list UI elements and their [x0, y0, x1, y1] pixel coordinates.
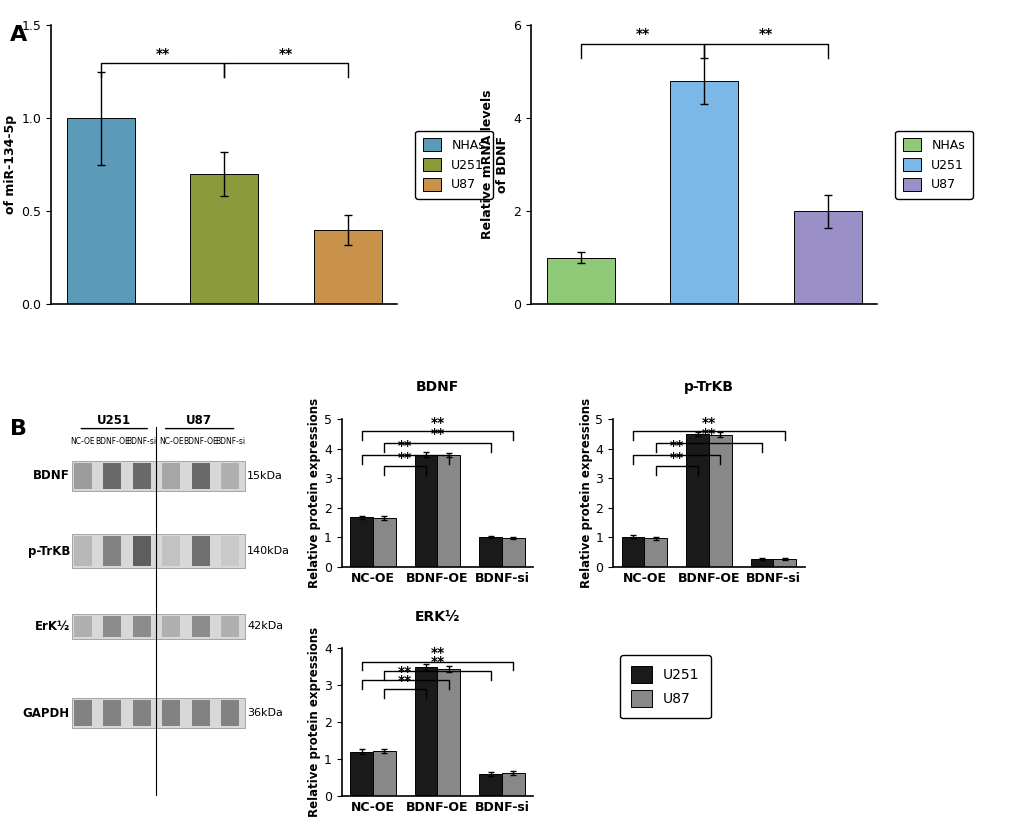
- Legend: NHAs, U251, U87: NHAs, U251, U87: [894, 131, 971, 199]
- Text: **: **: [668, 439, 683, 453]
- Bar: [73, 536, 92, 566]
- Bar: [73, 700, 92, 727]
- Bar: [221, 616, 238, 637]
- Bar: [192, 700, 210, 727]
- Text: **: **: [430, 655, 444, 670]
- Bar: [501, 538, 524, 567]
- Y-axis label: Relative protein expressions: Relative protein expressions: [308, 398, 321, 588]
- Text: GAPDH: GAPDH: [22, 706, 70, 720]
- Bar: [546, 258, 614, 304]
- Bar: [162, 616, 180, 637]
- Bar: [132, 536, 151, 566]
- Bar: [644, 538, 666, 567]
- Text: 36kDa: 36kDa: [247, 708, 282, 718]
- Text: **: **: [430, 416, 444, 430]
- Bar: [192, 616, 210, 637]
- Bar: [686, 434, 708, 567]
- Bar: [350, 752, 373, 796]
- Text: **: **: [701, 416, 715, 430]
- Bar: [72, 698, 245, 728]
- Bar: [162, 700, 180, 727]
- Bar: [221, 463, 238, 489]
- Text: B: B: [10, 419, 28, 439]
- Text: **: **: [397, 665, 412, 679]
- Bar: [190, 174, 258, 304]
- Bar: [314, 230, 381, 304]
- Bar: [479, 537, 501, 567]
- Text: U251: U251: [97, 414, 131, 427]
- Bar: [501, 773, 524, 796]
- Bar: [415, 667, 437, 796]
- Y-axis label: Relative protein expressions: Relative protein expressions: [579, 398, 592, 588]
- Bar: [373, 518, 395, 567]
- Bar: [73, 616, 92, 637]
- Bar: [622, 537, 644, 567]
- Bar: [72, 534, 245, 568]
- Text: **: **: [278, 46, 292, 60]
- Bar: [350, 517, 373, 567]
- Text: BDNF-si: BDNF-si: [126, 437, 157, 446]
- Text: **: **: [397, 439, 412, 453]
- Text: **: **: [701, 427, 715, 442]
- Bar: [192, 463, 210, 489]
- Text: NC-OE: NC-OE: [70, 437, 95, 446]
- Bar: [415, 455, 437, 567]
- Bar: [221, 536, 238, 566]
- Bar: [437, 455, 460, 567]
- Text: ErK½: ErK½: [35, 620, 70, 633]
- Bar: [103, 463, 121, 489]
- Bar: [772, 559, 795, 567]
- Bar: [72, 461, 245, 491]
- Text: **: **: [397, 451, 412, 465]
- Text: BDNF-OE: BDNF-OE: [183, 437, 218, 446]
- Bar: [669, 81, 738, 304]
- Bar: [793, 211, 861, 304]
- Bar: [750, 559, 772, 567]
- Title: p-TrKB: p-TrKB: [684, 380, 734, 395]
- Y-axis label: Relative mRNA levels
of miR-134-5p: Relative mRNA levels of miR-134-5p: [0, 90, 17, 240]
- Text: **: **: [430, 646, 444, 660]
- Bar: [162, 536, 180, 566]
- Bar: [73, 463, 92, 489]
- Text: 42kDa: 42kDa: [247, 622, 283, 632]
- Bar: [373, 751, 395, 796]
- Bar: [132, 616, 151, 637]
- Text: BDNF-si: BDNF-si: [215, 437, 245, 446]
- Text: **: **: [155, 46, 169, 60]
- Bar: [103, 616, 121, 637]
- Text: **: **: [635, 27, 649, 41]
- Bar: [132, 700, 151, 727]
- Text: **: **: [397, 674, 412, 688]
- Y-axis label: Relative protein expressions: Relative protein expressions: [308, 627, 321, 817]
- Bar: [162, 463, 180, 489]
- Bar: [103, 700, 121, 727]
- Bar: [192, 536, 210, 566]
- Bar: [708, 435, 731, 567]
- Bar: [479, 774, 501, 796]
- Text: **: **: [430, 427, 444, 442]
- Y-axis label: Relative mRNA levels
of BDNF: Relative mRNA levels of BDNF: [481, 90, 508, 240]
- Bar: [66, 118, 135, 304]
- Legend: NHAs, U251, U87: NHAs, U251, U87: [415, 131, 492, 199]
- Text: A: A: [10, 25, 28, 45]
- Title: BDNF: BDNF: [416, 380, 459, 395]
- Bar: [221, 700, 238, 727]
- Legend: U251, U87: U251, U87: [620, 655, 710, 718]
- Text: BDNF: BDNF: [34, 469, 70, 482]
- Title: ERK½: ERK½: [415, 609, 460, 623]
- Text: BDNF-OE: BDNF-OE: [95, 437, 129, 446]
- Text: NC-OE: NC-OE: [159, 437, 183, 446]
- Text: **: **: [758, 27, 772, 41]
- Bar: [132, 463, 151, 489]
- Text: p-TrKB: p-TrKB: [28, 545, 70, 557]
- Text: **: **: [668, 451, 683, 465]
- Bar: [72, 614, 245, 639]
- Text: U87: U87: [185, 414, 211, 427]
- Bar: [437, 669, 460, 796]
- Text: 15kDa: 15kDa: [247, 471, 282, 481]
- Text: 140kDa: 140kDa: [247, 546, 289, 556]
- Bar: [103, 536, 121, 566]
